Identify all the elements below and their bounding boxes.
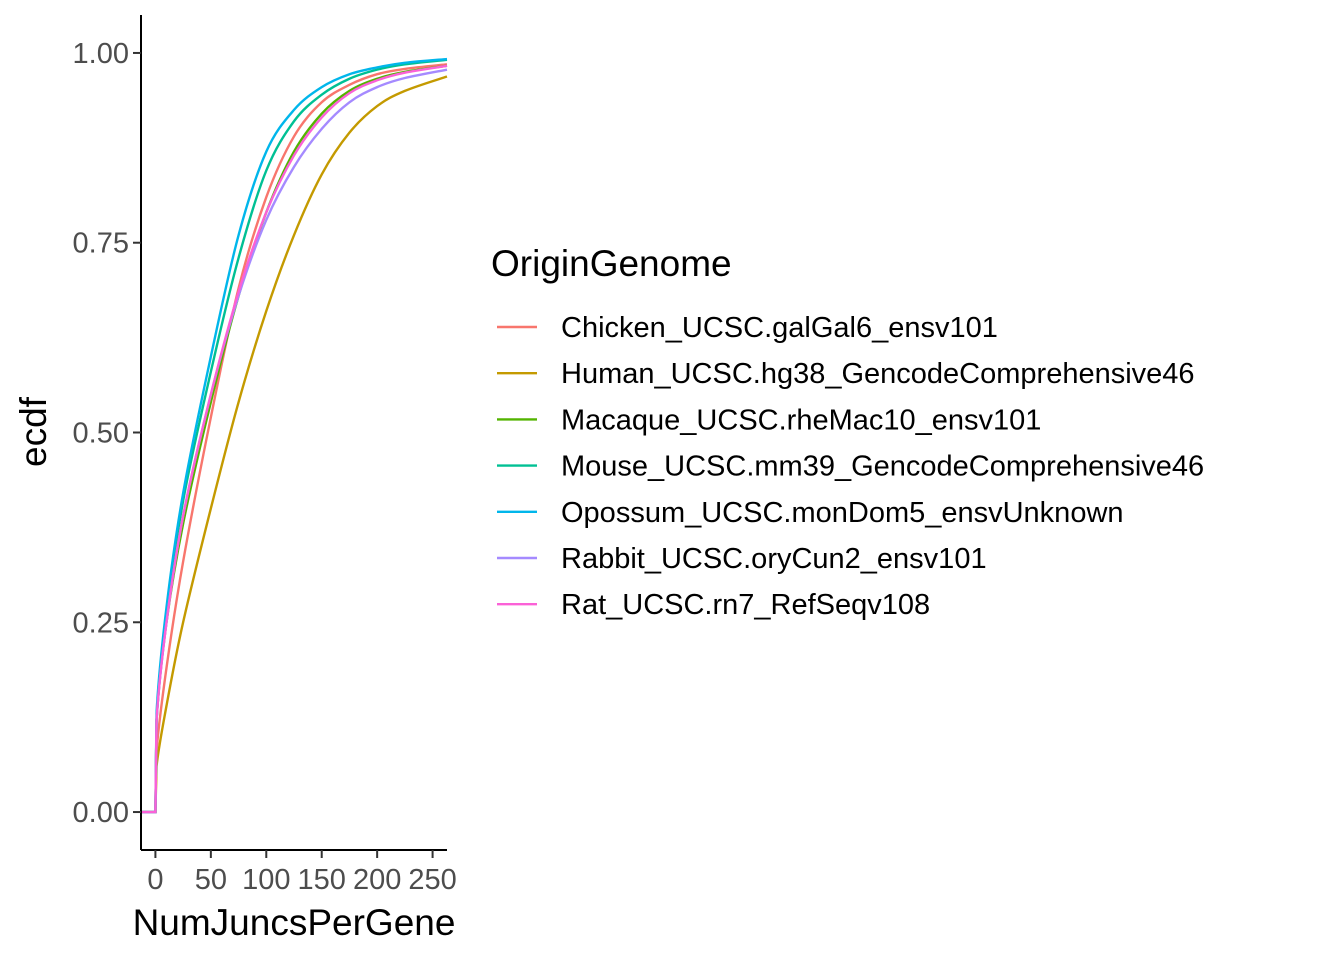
x-tick-label: 200: [353, 864, 401, 896]
legend-label-opossum: Opossum_UCSC.monDom5_ensvUnknown: [561, 497, 1124, 529]
x-axis-title: NumJuncsPerGene: [133, 902, 456, 943]
y-tick-label: 1.00: [73, 38, 129, 70]
series-line-rabbit: [141, 68, 448, 814]
x-tick-label: 250: [408, 864, 456, 896]
legend-label-rabbit: Rabbit_UCSC.oryCun2_ensv101: [561, 543, 987, 575]
series-lines: [141, 57, 448, 814]
legend-items: Chicken_UCSC.galGal6_ensv101 Human_UCSC.h…: [497, 312, 1204, 621]
legend-label-human: Human_UCSC.hg38_GencodeComprehensive46: [561, 358, 1195, 390]
series-line-human: [141, 75, 448, 814]
legend-label-rat: Rat_UCSC.rn7_RefSeqv108: [561, 589, 930, 621]
x-tick-label: 150: [298, 864, 346, 896]
series-line-chicken: [141, 63, 448, 814]
x-tick-label: 0: [147, 864, 163, 896]
y-axis-title: ecdf: [13, 396, 54, 467]
series-line-rat: [141, 64, 448, 814]
legend-label-macaque: Macaque_UCSC.rheMac10_ensv101: [561, 404, 1041, 436]
series-line-mouse: [141, 58, 448, 814]
x-tick-label: 100: [242, 864, 290, 896]
y-tick-label: 0.50: [73, 418, 129, 450]
legend-label-mouse: Mouse_UCSC.mm39_GencodeComprehensive46: [561, 451, 1204, 483]
legend: OriginGenome Chicken_UCSC.galGal6_ensv10…: [491, 243, 1204, 621]
series-line-opossum: [141, 57, 448, 814]
series-line-macaque: [141, 64, 448, 814]
x-ticks: 0 50 100 150 200 250: [147, 850, 457, 896]
y-tick-label: 0.00: [73, 797, 129, 829]
y-tick-label: 0.75: [73, 228, 129, 260]
y-ticks: 0.00 0.25 0.50 0.75 1.00: [73, 38, 141, 829]
legend-label-chicken: Chicken_UCSC.galGal6_ensv101: [561, 312, 998, 344]
legend-title: OriginGenome: [491, 243, 732, 284]
x-tick-label: 50: [195, 864, 227, 896]
y-tick-label: 0.25: [73, 607, 129, 639]
axes: [140, 15, 447, 851]
